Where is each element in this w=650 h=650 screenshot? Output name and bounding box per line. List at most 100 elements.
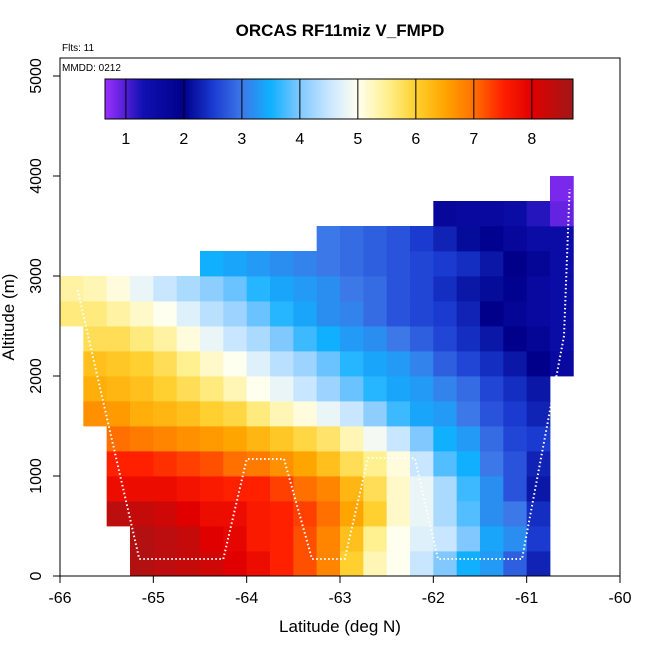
heatmap-cell xyxy=(270,301,294,327)
heatmap-cell xyxy=(363,376,388,402)
heatmap-cell xyxy=(316,476,341,502)
chart-title: ORCAS RF11miz V_FMPD xyxy=(236,21,445,40)
heatmap-cell xyxy=(550,326,574,352)
heatmap-cell xyxy=(433,526,458,552)
heatmap-cell xyxy=(246,476,271,502)
heatmap-cell xyxy=(503,501,528,527)
x-tick-label: -66 xyxy=(48,590,71,607)
heatmap-cell xyxy=(130,476,154,502)
heatmap-cell xyxy=(223,276,248,302)
heatmap-cell xyxy=(176,301,201,327)
heatmap-cell xyxy=(340,226,364,252)
heatmap-cell xyxy=(176,501,201,527)
heatmap-cell xyxy=(386,426,411,452)
heatmap-cell xyxy=(410,251,434,277)
colorbar-tick-label: 4 xyxy=(295,131,304,148)
heatmap-cell xyxy=(456,376,481,402)
heatmap-cell xyxy=(246,451,271,477)
heatmap-cell xyxy=(433,351,458,377)
colorbar-tick-label: 3 xyxy=(237,131,246,148)
heatmap-cell xyxy=(433,451,458,477)
heatmap-cell xyxy=(526,476,551,502)
heatmap-cell xyxy=(246,551,271,577)
colorbar xyxy=(104,78,574,120)
heatmap-cell xyxy=(340,501,364,527)
heatmap-cell xyxy=(526,251,551,277)
heatmap-cell xyxy=(153,376,178,402)
heatmap-cell xyxy=(130,326,154,352)
heatmap-cell xyxy=(223,301,248,327)
heatmap-cell xyxy=(246,301,271,327)
heatmap-cell xyxy=(246,376,271,402)
heatmap-cell xyxy=(363,301,388,327)
heatmap-cell xyxy=(130,301,154,327)
heatmap-cell xyxy=(480,351,504,377)
heatmap-cell xyxy=(200,426,224,452)
heatmap-cell xyxy=(106,376,131,402)
heatmap-cell xyxy=(200,451,224,477)
heatmap-cell xyxy=(550,301,574,327)
heatmap-cell xyxy=(176,551,201,577)
colorbar-tick-label: 5 xyxy=(353,131,362,148)
heatmap-cell xyxy=(130,401,154,427)
heatmap-cell xyxy=(270,276,294,302)
heatmap-cell xyxy=(293,401,318,427)
heatmap-cell xyxy=(223,401,248,427)
heatmap-cell xyxy=(456,426,481,452)
x-tick-label: -64 xyxy=(235,590,258,607)
heatmap-cell xyxy=(130,526,154,552)
heatmap-cell xyxy=(316,251,341,277)
heatmap-cell xyxy=(340,401,364,427)
heatmap-cell xyxy=(526,276,551,302)
heatmap-cell xyxy=(526,451,551,477)
heatmap-cell xyxy=(433,326,458,352)
heatmap-cell xyxy=(293,351,318,377)
heatmap-cell xyxy=(480,201,504,227)
heatmap-cell xyxy=(526,526,551,552)
heatmap-cell xyxy=(550,226,574,252)
heatmap-cell xyxy=(316,376,341,402)
y-tick-label: 1000 xyxy=(28,458,45,494)
heatmap-cell xyxy=(340,526,364,552)
heatmap-cell xyxy=(410,401,434,427)
heatmap-cell xyxy=(223,526,248,552)
heatmap-cell xyxy=(526,201,551,227)
heatmap-cell xyxy=(526,551,551,577)
colorbar-tick-label: 8 xyxy=(527,131,536,148)
heatmap-cell xyxy=(200,476,224,502)
heatmap-cell xyxy=(503,551,528,577)
flight-track xyxy=(76,188,571,560)
heatmap-cell xyxy=(130,551,154,577)
heatmap-cell xyxy=(60,276,84,302)
heatmap-cell xyxy=(503,451,528,477)
heatmap-cell xyxy=(503,376,528,402)
heatmap-cell xyxy=(433,226,458,252)
heatmap-cell xyxy=(386,226,411,252)
heatmap-cell xyxy=(386,501,411,527)
heatmap-cell xyxy=(480,276,504,302)
heatmap-cell xyxy=(526,351,551,377)
heatmap-cell xyxy=(503,476,528,502)
y-axis-label: Altitude (m) xyxy=(0,274,18,361)
heatmap-cell xyxy=(503,426,528,452)
heatmap-cell xyxy=(246,276,271,302)
heatmap-cell xyxy=(410,476,434,502)
heatmap-cell xyxy=(386,251,411,277)
heatmap-cell xyxy=(246,501,271,527)
heatmap-cell xyxy=(340,326,364,352)
heatmap-cell xyxy=(456,551,481,577)
heatmap-cell xyxy=(293,426,318,452)
heatmap-cell xyxy=(153,501,178,527)
heatmap-cell xyxy=(550,201,574,227)
heatmap-cell xyxy=(363,476,388,502)
heatmap-cell xyxy=(503,326,528,352)
heatmap-cell xyxy=(433,251,458,277)
heatmap-cell xyxy=(363,526,388,552)
heatmap-cell xyxy=(363,276,388,302)
heatmap-cell xyxy=(200,326,224,352)
heatmap-cell xyxy=(153,326,178,352)
heatmap-cell xyxy=(200,401,224,427)
heatmap-cell xyxy=(503,526,528,552)
heatmap-cell xyxy=(503,251,528,277)
heatmap-cell xyxy=(526,326,551,352)
